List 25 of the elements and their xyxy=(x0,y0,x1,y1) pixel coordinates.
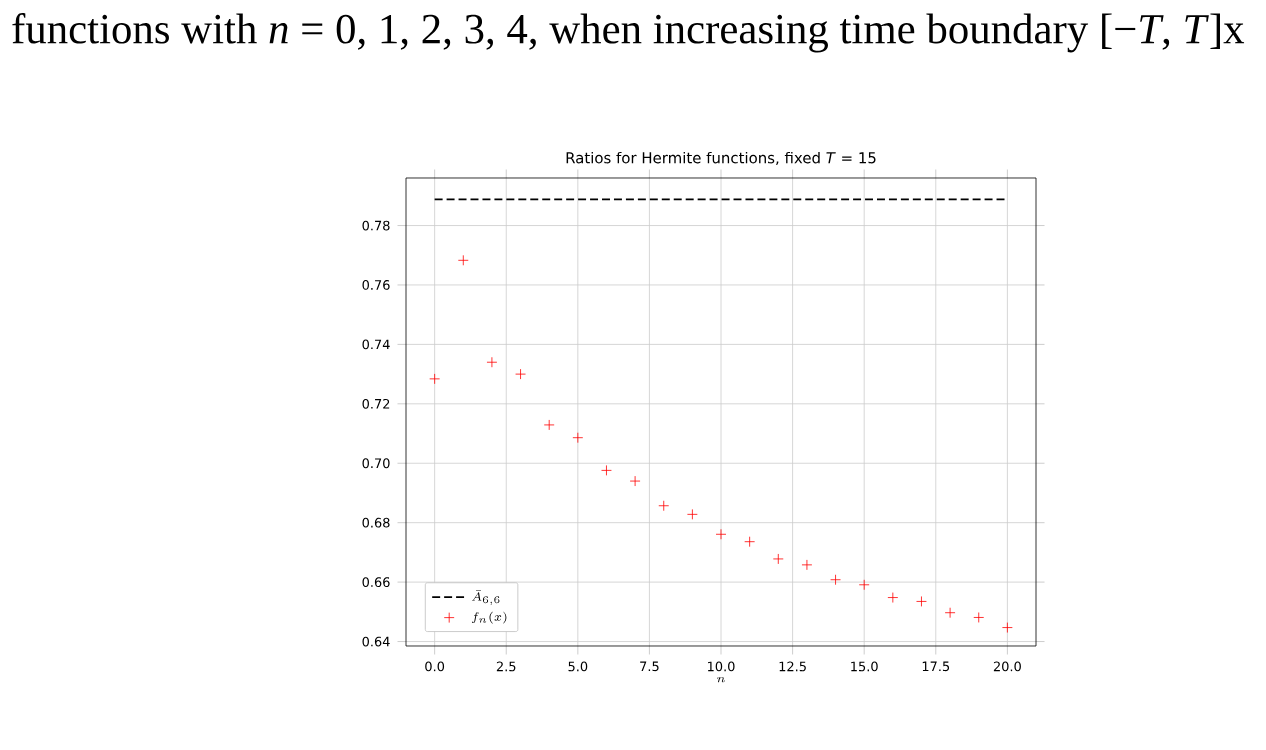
point xyxy=(858,579,870,591)
point xyxy=(944,607,956,619)
point xyxy=(543,419,555,431)
point xyxy=(830,574,841,586)
text: functions with n = 0, 1, 2, 3, 4, when increasing time boundary [−T, T]x xyxy=(12,13,1245,53)
point xyxy=(629,475,641,487)
point xyxy=(515,368,526,380)
point xyxy=(686,508,698,520)
point xyxy=(658,500,670,512)
point xyxy=(457,254,469,266)
point xyxy=(572,432,584,444)
point xyxy=(429,373,441,385)
point xyxy=(1001,622,1013,633)
legend-label: $\bar{A}_{6,6}$ xyxy=(471,590,500,605)
point xyxy=(486,356,498,368)
point xyxy=(801,559,813,571)
point xyxy=(772,553,784,565)
point xyxy=(887,592,899,603)
legend-label: $f_n(x)$ xyxy=(472,611,507,624)
point xyxy=(715,528,727,540)
point xyxy=(601,465,612,476)
point xyxy=(916,596,927,607)
point xyxy=(744,536,756,548)
point xyxy=(973,612,985,623)
x-axis-title: $n$ xyxy=(717,676,725,683)
